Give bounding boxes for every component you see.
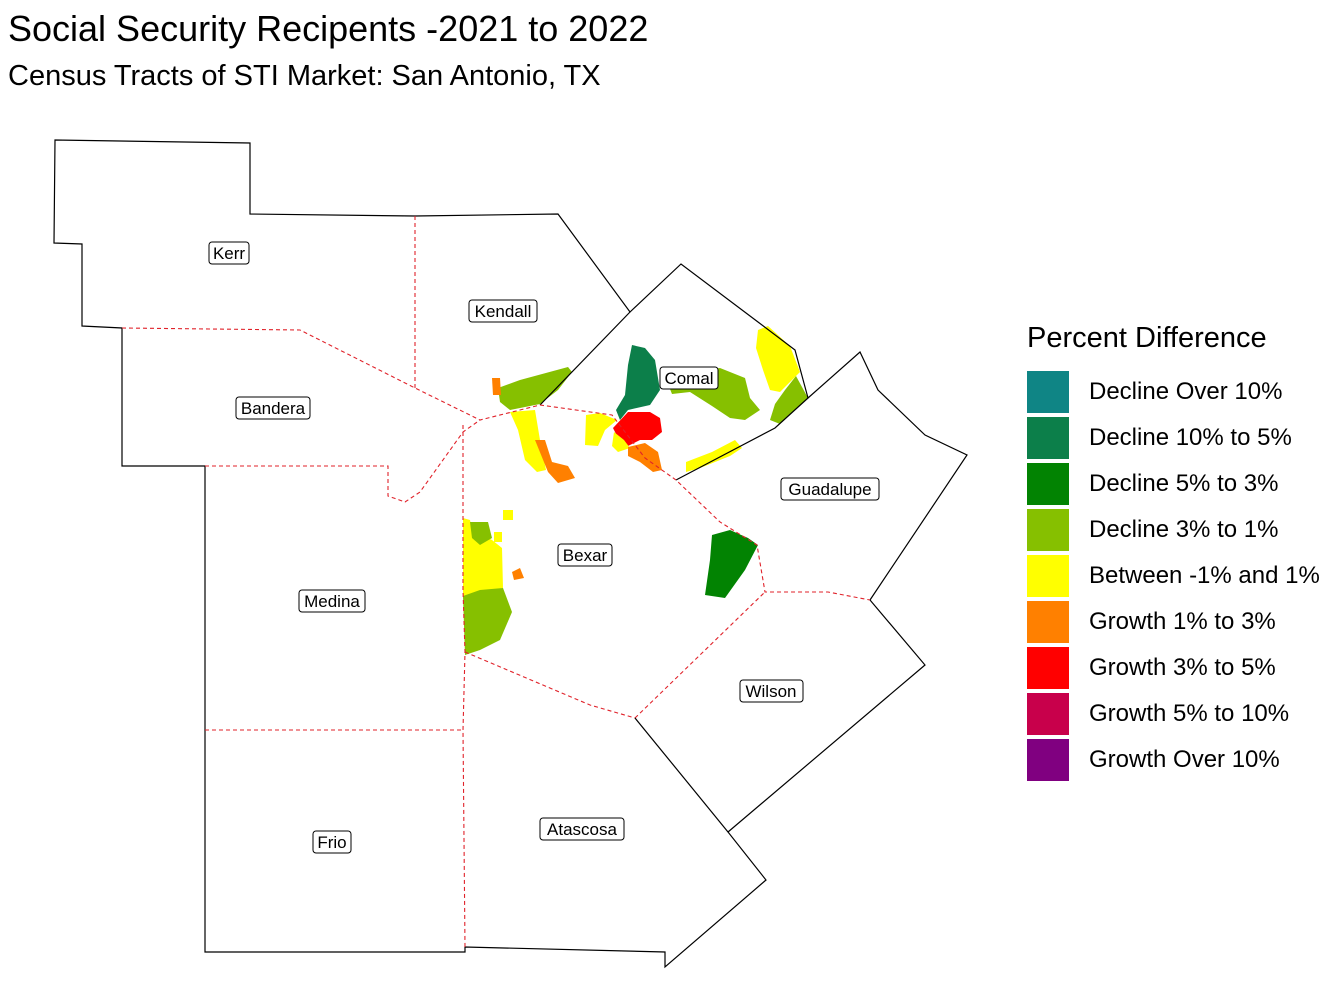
county-label-comal: Comal xyxy=(659,366,719,390)
svg-text:Bexar: Bexar xyxy=(563,546,608,565)
legend-item: Growth 3% to 5% xyxy=(1027,645,1320,691)
county-medina xyxy=(205,432,465,730)
svg-text:Kendall: Kendall xyxy=(475,302,532,321)
svg-text:Comal: Comal xyxy=(664,369,713,388)
wilson-atascosa-border xyxy=(634,717,729,833)
tract-decline-10-to-5 xyxy=(616,345,660,420)
tract-between-minus1-and-1 xyxy=(612,432,630,452)
legend-label: Decline 10% to 5% xyxy=(1089,424,1292,451)
county-bexar xyxy=(463,405,765,718)
guadalupe-border xyxy=(675,397,809,481)
tract-decline-5-to-3 xyxy=(705,530,758,598)
county-label-guadalupe: Guadalupe xyxy=(780,477,880,501)
svg-text:Frio: Frio xyxy=(317,833,346,852)
svg-text:Guadalupe: Guadalupe xyxy=(788,480,871,499)
comal-bexar-border xyxy=(539,404,871,601)
tract-decline-3-to-1 xyxy=(770,376,808,424)
legend-item: Growth Over 10% xyxy=(1027,737,1320,783)
svg-text:Kerr: Kerr xyxy=(213,244,245,263)
svg-text:Medina: Medina xyxy=(304,592,360,611)
legend-swatch xyxy=(1027,693,1069,735)
census-tracts xyxy=(463,326,808,655)
bexar-wilson-border xyxy=(634,591,766,719)
legend-items: Decline Over 10% Decline 10% to 5% Decline… xyxy=(1027,369,1320,783)
legend-label: Growth 5% to 10% xyxy=(1089,700,1290,727)
legend-swatch xyxy=(1027,417,1069,459)
legend-label: Growth Over 10% xyxy=(1089,746,1280,773)
legend-swatch xyxy=(1027,509,1069,551)
svg-text:Atascosa: Atascosa xyxy=(547,820,617,839)
legend-label: Decline 3% to 1% xyxy=(1089,516,1279,543)
tract-between-minus1-and-1 xyxy=(756,326,800,392)
tract-growth-1-to-3 xyxy=(535,440,575,483)
county-label-kerr: Kerr xyxy=(208,241,250,265)
map-title: Social Security Recipents -2021 to 2022 xyxy=(8,8,649,49)
legend-item: Decline 10% to 5% xyxy=(1027,415,1320,461)
county-label-kendall: Kendall xyxy=(468,299,538,323)
legend-swatch xyxy=(1027,739,1069,781)
legend-swatch xyxy=(1027,647,1069,689)
legend-item: Decline 3% to 1% xyxy=(1027,507,1320,553)
comal-border xyxy=(539,311,631,406)
county-atascosa xyxy=(463,652,766,967)
legend-swatch xyxy=(1027,371,1069,413)
legend-label: Growth 1% to 3% xyxy=(1089,608,1276,635)
tract-decline-3-to-1 xyxy=(463,588,512,655)
study-area-outline xyxy=(53,139,968,969)
legend-swatch xyxy=(1027,463,1069,505)
legend: Percent Difference Decline Over 10% Decli… xyxy=(1027,322,1320,783)
legend-label: Between -1% and 1% xyxy=(1089,562,1320,589)
county-wilson xyxy=(635,592,925,832)
legend-title: Percent Difference xyxy=(1027,322,1267,354)
legend-item: Decline Over 10% xyxy=(1027,369,1320,415)
legend-swatch xyxy=(1027,601,1069,643)
legend-item: Growth 5% to 10% xyxy=(1027,691,1320,737)
legend-swatch xyxy=(1027,555,1069,597)
tract-between-minus1-and-1 xyxy=(510,410,546,472)
tract-between-minus1-and-1 xyxy=(503,510,513,520)
map-subtitle: Census Tracts of STI Market: San Antonio… xyxy=(8,60,601,92)
legend-label: Growth 3% to 5% xyxy=(1089,654,1276,681)
county-boundaries xyxy=(53,139,968,969)
county-label-atascosa: Atascosa xyxy=(539,817,625,841)
county-fills xyxy=(54,140,967,967)
tract-between-minus1-and-1 xyxy=(494,532,502,542)
tract-growth-1-to-3 xyxy=(512,568,524,580)
county-labels: Kerr Kendall Bandera Comal Guadalupe Bex… xyxy=(208,241,880,854)
legend-item: Growth 1% to 3% xyxy=(1027,599,1320,645)
legend-item: Between -1% and 1% xyxy=(1027,553,1320,599)
tract-decline-3-to-1 xyxy=(470,522,492,545)
tract-between-minus1-and-1 xyxy=(686,440,742,472)
county-label-bandera: Bandera xyxy=(235,396,311,420)
county-guadalupe xyxy=(676,352,967,600)
tract-growth-3-to-5 xyxy=(613,412,662,446)
tract-decline-3-to-1 xyxy=(498,367,572,410)
tract-between-minus1-and-1 xyxy=(585,413,617,446)
legend-label: Decline Over 10% xyxy=(1089,378,1283,405)
tract-growth-1-to-3 xyxy=(492,378,501,395)
county-label-wilson: Wilson xyxy=(739,679,804,703)
county-label-frio: Frio xyxy=(312,830,352,854)
county-label-bexar: Bexar xyxy=(557,543,613,567)
kerr-bandera-border xyxy=(121,327,541,421)
county-label-medina: Medina xyxy=(298,589,366,613)
legend-item: Decline 5% to 3% xyxy=(1027,461,1320,507)
svg-text:Bandera: Bandera xyxy=(241,399,306,418)
svg-text:Wilson: Wilson xyxy=(745,682,796,701)
legend-label: Decline 5% to 3% xyxy=(1089,470,1279,497)
bexar-atascosa-border xyxy=(464,651,636,719)
